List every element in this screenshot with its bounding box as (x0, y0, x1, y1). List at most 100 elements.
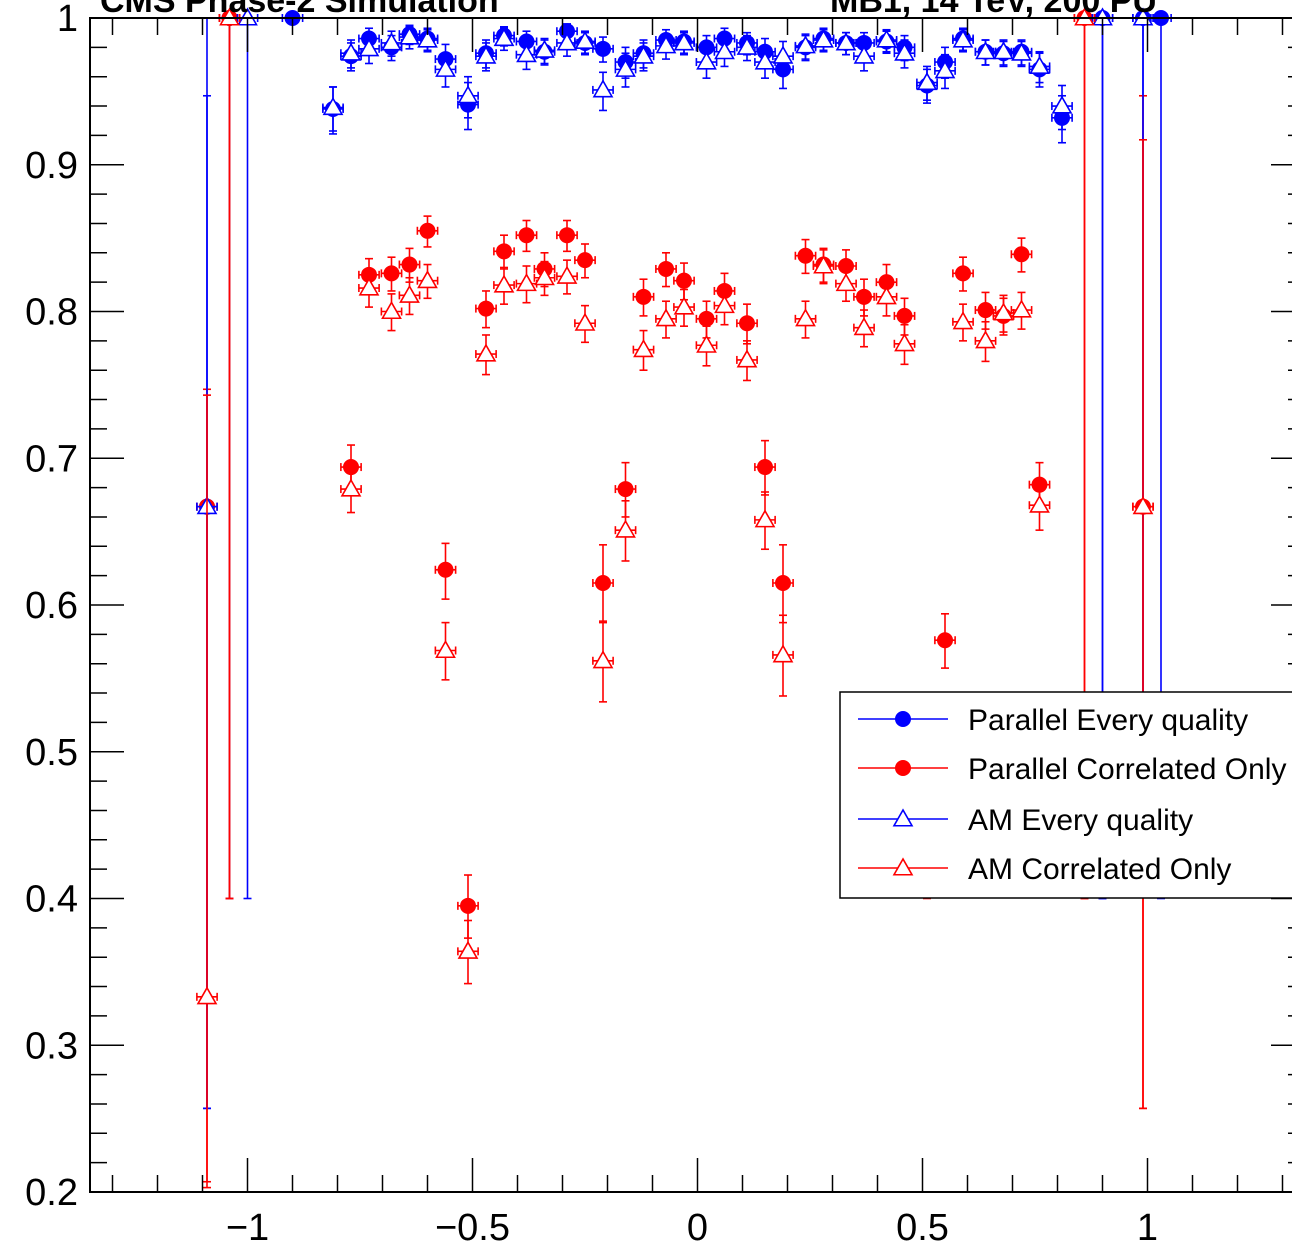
marker (916, 71, 938, 91)
marker (475, 45, 497, 64)
legend-entries: Parallel Every quality Parallel Correlate… (858, 704, 1286, 886)
marker (696, 334, 717, 353)
y-tick-label: 0.2 (25, 1172, 78, 1214)
marker (894, 333, 915, 352)
marker (595, 574, 611, 591)
axes-layer: 0.2 0.3 0.4 0.5 0.6 0.7 0.8 0.9 1 −1 −0.5 0 0.5 1 (25, 0, 1292, 1244)
marker (556, 265, 578, 284)
marker (1011, 299, 1032, 318)
data-point (853, 42, 875, 72)
legend-label: Parallel Every quality (968, 704, 1248, 737)
data-point (475, 290, 497, 329)
marker (714, 295, 735, 314)
marker (835, 32, 857, 51)
data-point (812, 249, 835, 285)
data-point (457, 75, 479, 119)
marker (399, 26, 420, 45)
data-point (434, 52, 457, 88)
data-point (380, 30, 403, 57)
data-point (974, 320, 997, 363)
legend-label: AM Every quality (968, 804, 1193, 837)
data-point (794, 33, 817, 60)
marker (358, 277, 380, 296)
marker (975, 330, 996, 349)
data-point (934, 53, 956, 90)
data-point (592, 620, 614, 703)
data-point (475, 42, 497, 72)
data-point (340, 39, 362, 69)
marker (937, 632, 953, 649)
data-point (556, 219, 578, 253)
series-parallel-correlated-only (196, 10, 1154, 1183)
marker (1074, 7, 1095, 26)
marker (577, 252, 593, 269)
data-point (695, 46, 718, 79)
legend-entry: AM Every quality (858, 804, 1193, 837)
marker (714, 41, 735, 60)
data-point (380, 293, 403, 332)
header-right-text: MB1, 14 TeV, 200 PU (830, 0, 1157, 20)
legend-marker (892, 808, 914, 827)
marker (757, 459, 773, 476)
data-point (853, 309, 875, 348)
marker (856, 288, 872, 305)
data-point (794, 300, 817, 339)
marker (775, 574, 791, 591)
marker (574, 312, 596, 331)
x-tick-label: −1 (226, 1207, 269, 1244)
data-point (1051, 84, 1073, 131)
data-point (574, 30, 596, 55)
marker (417, 270, 438, 289)
marker (457, 85, 479, 104)
marker (475, 343, 497, 362)
marker (437, 561, 454, 578)
data-point (398, 276, 421, 316)
marker (736, 36, 758, 55)
marker (493, 274, 515, 293)
data-point (1010, 291, 1033, 330)
marker (813, 255, 834, 274)
legend-label: AM Correlated Only (968, 853, 1231, 886)
x-tick-label: 0.5 (896, 1207, 949, 1244)
marker (952, 29, 974, 48)
marker (401, 256, 418, 273)
data-point (952, 28, 974, 53)
x-tick-label: 0 (687, 1207, 708, 1244)
data-point (614, 500, 637, 562)
marker (516, 273, 537, 292)
series-am-correlated-only (196, 7, 1154, 1189)
marker (797, 247, 814, 264)
data-point (736, 340, 758, 382)
marker (219, 7, 240, 26)
marker (556, 32, 578, 51)
data-point (673, 262, 695, 301)
data-point (416, 263, 439, 300)
marker (853, 45, 875, 64)
y-tick-label: 0.4 (25, 879, 78, 921)
data-point (515, 40, 538, 71)
marker (955, 265, 971, 282)
data-point (416, 215, 439, 248)
data-point (853, 278, 875, 317)
data-point (592, 71, 614, 112)
data-point (1010, 40, 1033, 68)
marker (381, 300, 402, 320)
marker (655, 308, 677, 327)
marker (698, 310, 715, 327)
marker (1029, 494, 1050, 513)
legend-entry: Parallel Every quality (858, 704, 1248, 737)
marker (615, 58, 636, 77)
data-point (952, 303, 974, 342)
marker (518, 227, 535, 244)
data-point (695, 325, 718, 367)
marker (676, 272, 692, 289)
data-point (632, 278, 655, 317)
legend-label: Parallel Correlated Only (968, 753, 1286, 786)
y-tick-label: 0.5 (25, 732, 78, 774)
data-point (515, 219, 538, 253)
marker (340, 42, 362, 61)
x-tick-label: 1 (1137, 1207, 1158, 1244)
marker (496, 243, 512, 260)
legend-entry: Parallel Correlated Only (858, 753, 1286, 786)
x-tick-label: −0.5 (435, 1207, 510, 1244)
